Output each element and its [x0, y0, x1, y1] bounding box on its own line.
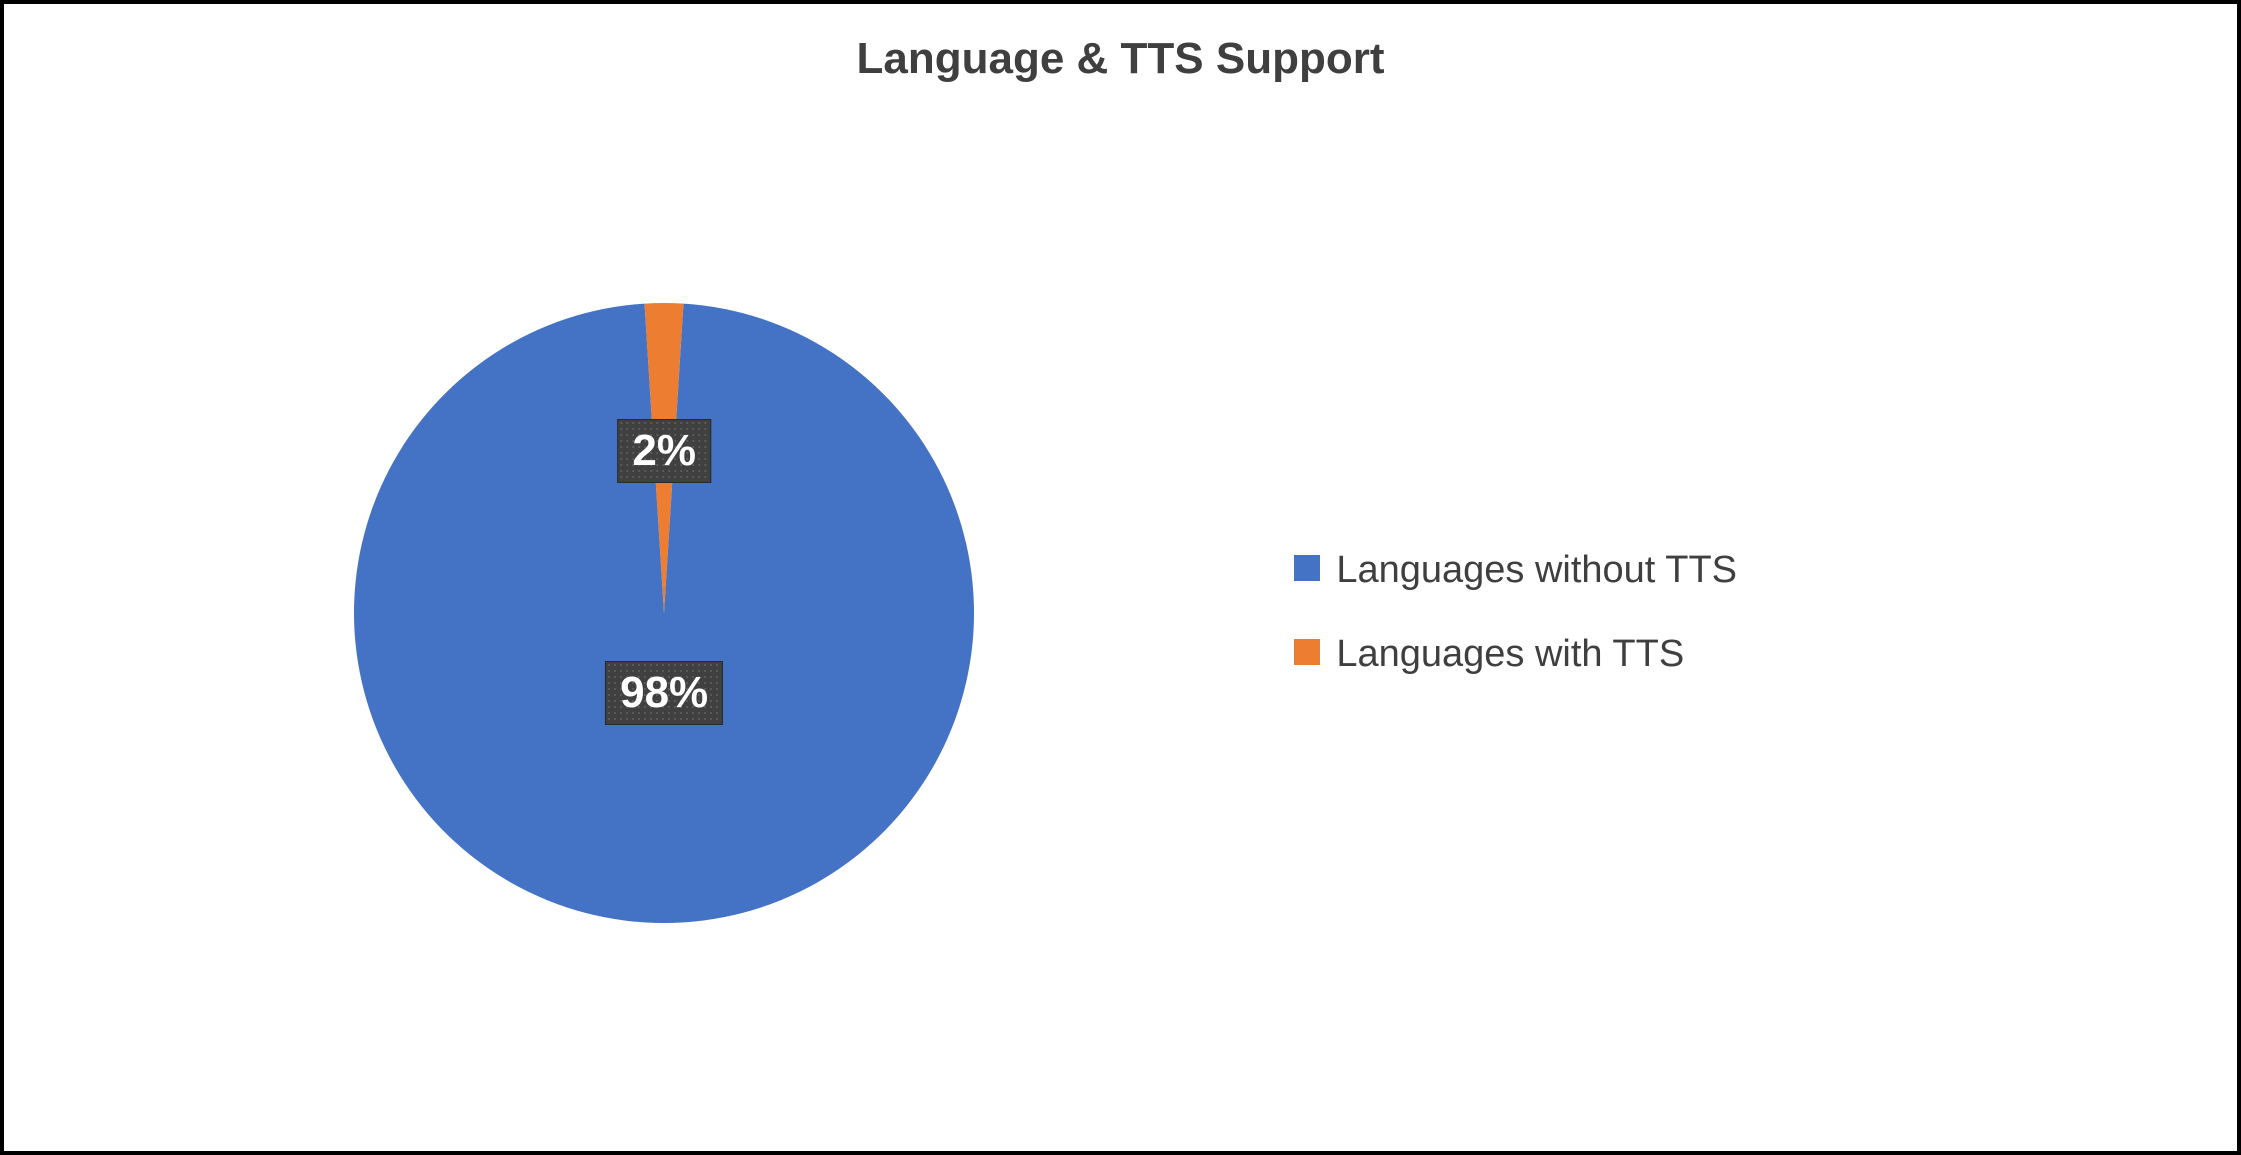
pie-chart: 98% 2% [354, 303, 974, 923]
legend-label: Languages with TTS [1336, 631, 1684, 679]
pie-chart-area: 98% 2% [34, 104, 1294, 1121]
legend-label: Languages without TTS [1336, 547, 1737, 595]
chart-title: Language & TTS Support [34, 34, 2207, 84]
pie-data-label: 2% [617, 419, 711, 483]
legend: Languages without TTS Languages with TTS [1294, 547, 2227, 678]
pie-data-label: 98% [605, 661, 723, 725]
pie-svg [354, 303, 974, 923]
chart-frame: Language & TTS Support 98% 2% Languages w… [0, 0, 2241, 1155]
legend-item-without-tts: Languages without TTS [1294, 547, 2207, 595]
legend-item-with-tts: Languages with TTS [1294, 631, 2207, 679]
legend-swatch [1294, 555, 1320, 581]
chart-content: 98% 2% Languages without TTS Languages wi… [34, 104, 2207, 1121]
legend-swatch [1294, 639, 1320, 665]
